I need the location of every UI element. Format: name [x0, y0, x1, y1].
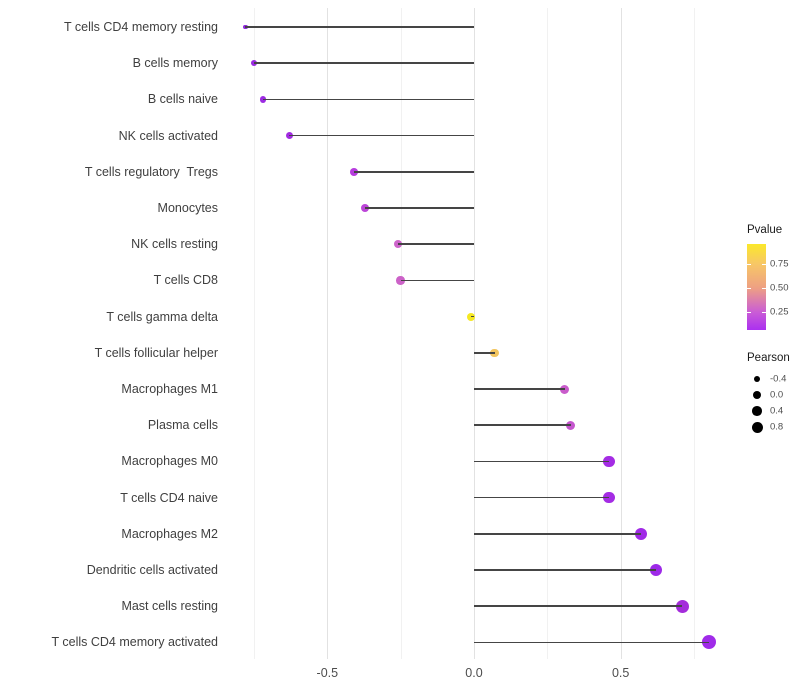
y-axis-label: T cells follicular helper [94, 345, 218, 360]
lollipop-stem [262, 98, 474, 101]
lollipop-dot [635, 527, 648, 540]
y-axis-label: T cells CD4 memory resting [64, 20, 218, 34]
lollipop-stem [474, 496, 609, 499]
gridline-minor [254, 8, 255, 659]
pearson-size-label: -0.4 [770, 373, 787, 385]
lollipop-stem [474, 532, 642, 535]
y-axis-label: T cells CD8 [153, 273, 218, 288]
lollipop-dot [675, 599, 689, 613]
pearson-size-dot [751, 421, 763, 433]
colorbar-tick [762, 264, 766, 266]
lollipop-dot [560, 384, 570, 394]
lollipop-dot [349, 167, 358, 176]
y-axis-label: Macrophages M1 [121, 382, 218, 396]
lollipop-stem [474, 424, 571, 427]
lollipop-dot [259, 96, 266, 103]
colorbar-tick-label: 0.25 [770, 306, 789, 318]
lollipop-dot [251, 60, 257, 67]
lollipop-stem [474, 351, 495, 354]
lollipop-dot [466, 312, 476, 321]
y-axis-label: Plasma cells [147, 418, 218, 433]
pearson-size-label: 0.4 [770, 405, 784, 417]
lollipop-stem [474, 641, 709, 644]
colorbar-tick [747, 288, 751, 290]
pearson-size-dot [753, 375, 761, 383]
x-axis-tick-label: 0.0 [465, 666, 483, 680]
y-axis-label: B cells naive [147, 92, 218, 107]
colorbar-tick [762, 288, 766, 290]
plot-panel [0, 8, 800, 659]
lollipop-stem [400, 279, 474, 282]
lollipop-stem [471, 315, 474, 318]
y-axis-label: Macrophages M2 [121, 526, 218, 541]
lollipop-stem [365, 207, 474, 209]
y-axis-label: T cells CD4 memory activated [51, 635, 219, 650]
colorbar-tick-label: 0.50 [770, 282, 789, 294]
lollipop-dot [649, 563, 663, 577]
colorbar-tick-label: 0.75 [770, 258, 789, 270]
lollipop-stem [245, 26, 474, 28]
gridline-major [620, 8, 622, 659]
lollipop-stem [474, 460, 609, 463]
lollipop-dot [603, 455, 615, 467]
lollipop-stem [397, 243, 474, 246]
lollipop-stem [474, 569, 656, 571]
pearson-size-dot [752, 406, 762, 416]
y-axis-label: NK cells activated [118, 128, 218, 143]
pvalue-colorbar [747, 244, 766, 330]
colorbar-tick [747, 312, 751, 314]
colorbar-tick [762, 312, 766, 314]
x-axis-tick-label: -0.5 [316, 666, 339, 680]
lollipop-dot [701, 635, 716, 650]
lollipop-stem [289, 134, 474, 137]
colorbar-tick [747, 264, 751, 266]
y-axis-label: T cells CD4 naive [120, 490, 218, 505]
pearson-size-label: 0.8 [770, 421, 784, 433]
pearson-size-dot [752, 390, 762, 400]
y-axis-label: Mast cells resting [121, 599, 218, 614]
lollipop-dot [603, 492, 615, 504]
pearson-size-label: 0.0 [770, 389, 784, 401]
y-axis-label: T cells gamma delta [106, 309, 218, 324]
lollipop-stem [254, 62, 474, 65]
y-axis-label: Dendritic cells activated [86, 563, 218, 577]
gridline-major [474, 8, 475, 659]
gridline-minor [693, 8, 695, 659]
y-axis-label: B cells memory [132, 56, 218, 71]
lollipop-stem [474, 388, 565, 390]
pvalue-legend-title: Pvalue [747, 224, 783, 236]
lollipop-stem [353, 170, 474, 173]
gridline-major [327, 8, 329, 659]
x-axis-tick-label: 0.5 [611, 666, 630, 680]
y-axis-label: Monocytes [157, 201, 218, 215]
gridline-minor [547, 8, 549, 659]
y-axis-label: T cells regulatory Tregs [84, 164, 218, 179]
y-axis-label: Macrophages M0 [121, 454, 218, 469]
lollipop-dot [396, 276, 405, 285]
y-axis-label: NK cells resting [131, 237, 218, 252]
lollipop-stem [474, 605, 683, 608]
pearson-legend-title: Pearson [747, 352, 790, 364]
gridline-minor [400, 8, 402, 659]
